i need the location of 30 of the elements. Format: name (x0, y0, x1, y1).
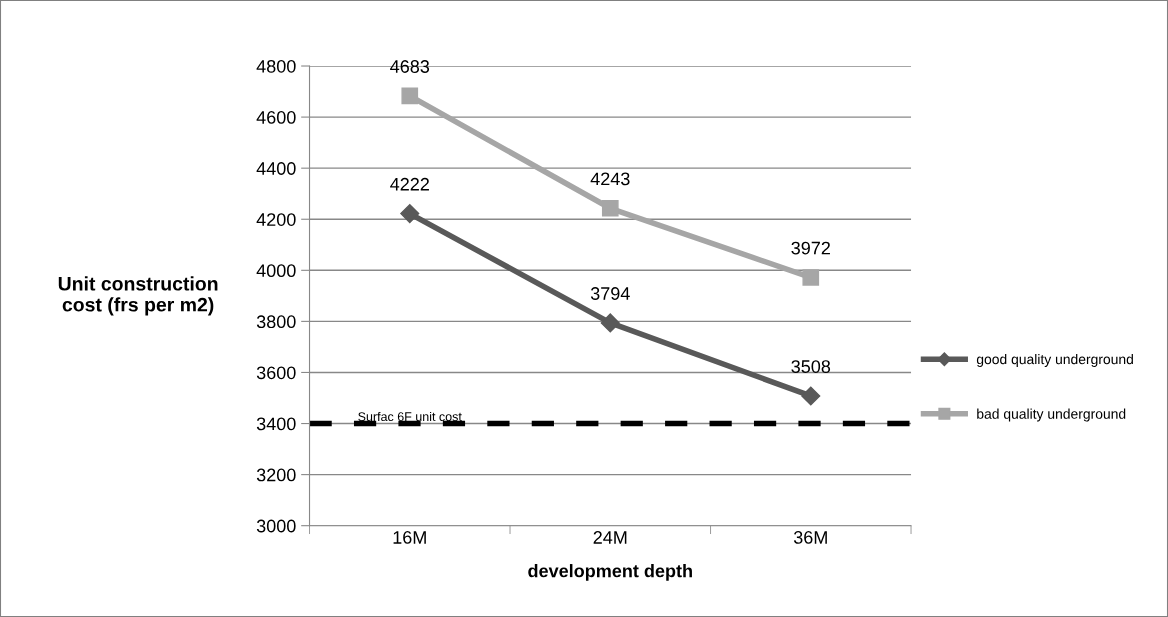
point (400, 204, 420, 224)
point (401, 87, 419, 105)
point (601, 199, 619, 217)
point (802, 269, 820, 286)
y-tick-label: 3600 (256, 366, 296, 380)
x-tick-label: 16M (393, 531, 426, 544)
x-tick-label: 24M (593, 531, 627, 544)
point (600, 313, 620, 333)
x-axis-title: development depth (528, 564, 692, 581)
y-tick-label: 4600 (256, 111, 296, 124)
data-label: 3972 (791, 241, 830, 255)
y-tick-label: 3400 (256, 417, 296, 431)
y-axis-title: Unit construction cost (frs per m2) (58, 276, 218, 316)
y-tick-label: 4000 (256, 264, 296, 278)
legend-label: good quality underground (976, 354, 1133, 367)
data-label: 3508 (791, 360, 831, 373)
y-tick-label: 3000 (256, 519, 296, 533)
data-label: 3794 (590, 287, 630, 300)
y-tick-label: 4800 (256, 59, 296, 73)
ref-line-label: Surfac 6F unit cost (358, 411, 462, 422)
y-tick-label: 4200 (256, 213, 296, 226)
data-label: 4222 (390, 177, 429, 191)
x-tick-label: 36M (793, 531, 827, 544)
point (801, 386, 821, 406)
legend-label: bad quality underground (977, 408, 1126, 422)
y-tick-label: 3800 (256, 315, 296, 329)
data-label: 4243 (590, 172, 630, 186)
y-tick-label: 4400 (256, 162, 296, 175)
y-tick-label: 3200 (256, 468, 296, 482)
data-label: 4683 (390, 60, 430, 73)
